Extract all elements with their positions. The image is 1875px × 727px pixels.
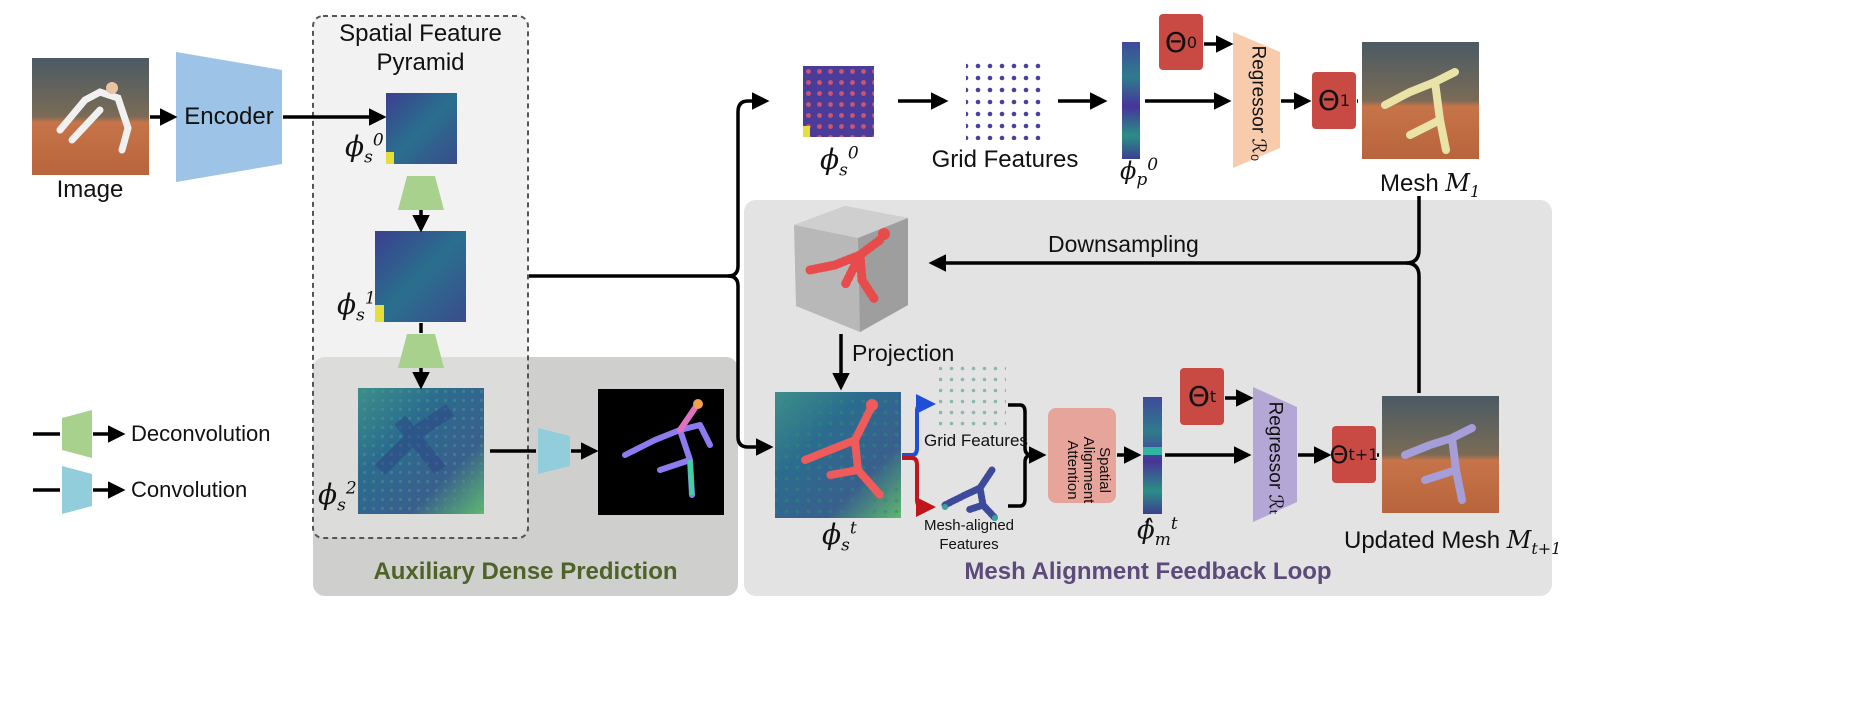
saa-label-line1: Spatial [1096, 447, 1113, 493]
regressor-rt-label: Regressor ℛₜ [1264, 401, 1286, 516]
legend-deconv-label: Deconvolution [131, 421, 271, 446]
regressor-r0-block [1233, 32, 1280, 168]
saa-label-line2: Alignment [1080, 436, 1097, 504]
mesh-aligned-label-line1: Mesh-aligned [923, 517, 1015, 534]
point-cloud-3d [794, 206, 908, 332]
mesh-aligned-features-cloud [941, 466, 999, 522]
regressor-rt-block [1253, 387, 1297, 522]
flow-arrows [33, 35, 1421, 508]
feature-vector-phi-mt [1143, 397, 1162, 514]
aux-dense-title: Auxiliary Dense Prediction [373, 558, 678, 585]
red-arrow [902, 456, 936, 517]
legend-conv-label: Convolution [131, 477, 248, 502]
feature-vector-phi-p0 [1122, 42, 1140, 159]
blue-arrow [902, 394, 936, 457]
legend-conv-shape [62, 466, 92, 514]
spatial-alignment-attention-block [1048, 408, 1116, 503]
phi-s0-symbol: ϕs0 [345, 130, 384, 168]
grid-features-small-label: Grid Features [924, 431, 1028, 450]
grid-features-top [966, 60, 1046, 140]
input-image [32, 58, 149, 175]
mesh-aligned-label-line2: Features [939, 536, 999, 553]
mesh-m1-label: Mesh M1 [1380, 169, 1481, 201]
regressor-r0-label: Regressor ℛ₀ [1247, 45, 1269, 162]
saa-label-line3: Attention [1064, 440, 1081, 500]
updated-mesh-image [1382, 396, 1499, 513]
feature-map-top-phi-s0 [803, 66, 874, 137]
phi-st-symbol: ϕst [822, 518, 857, 556]
phi-p0-symbol: ϕp0 [1120, 155, 1159, 190]
spatial-pyramid-title-line1: Spatial Feature [339, 20, 502, 47]
deconv-block-2 [398, 334, 444, 368]
downsampling-label: Downsampling [1048, 231, 1199, 257]
dense-prediction-image [598, 389, 724, 515]
phi-s2-symbol: ϕs2 [318, 478, 357, 516]
feature-map-phi-s1 [375, 231, 466, 322]
updated-mesh-label: Updated Mesh Mt+1 [1344, 526, 1562, 558]
saa-label-group: Spatial Alignment Attention [1048, 408, 1116, 504]
phi-s0-top-symbol: ϕs0 [820, 143, 859, 181]
encoder-block [176, 52, 282, 182]
feature-map-phi-s0 [386, 93, 457, 164]
conv-block [538, 428, 570, 474]
projection-label: Projection [852, 340, 955, 366]
feature-map-phi-st [775, 392, 901, 518]
spatial-pyramid-title-line2: Pyramid [376, 49, 465, 76]
grid-features-small [939, 366, 1006, 433]
mesh-m1-image [1362, 42, 1479, 159]
grid-features-top-label: Grid Features [931, 146, 1079, 173]
phi-s1-symbol: ϕs1 [337, 288, 376, 326]
encoder-label: Encoder [184, 103, 274, 130]
deconv-block-1 [398, 176, 444, 210]
feedback-loop-title: Mesh Alignment Feedback Loop [964, 558, 1332, 585]
image-label: Image [56, 176, 124, 203]
phi-hat-mt-symbol: ϕ̂mt [1137, 514, 1178, 550]
feature-map-phi-s2 [358, 388, 484, 514]
legend-deconv-shape [62, 410, 92, 458]
